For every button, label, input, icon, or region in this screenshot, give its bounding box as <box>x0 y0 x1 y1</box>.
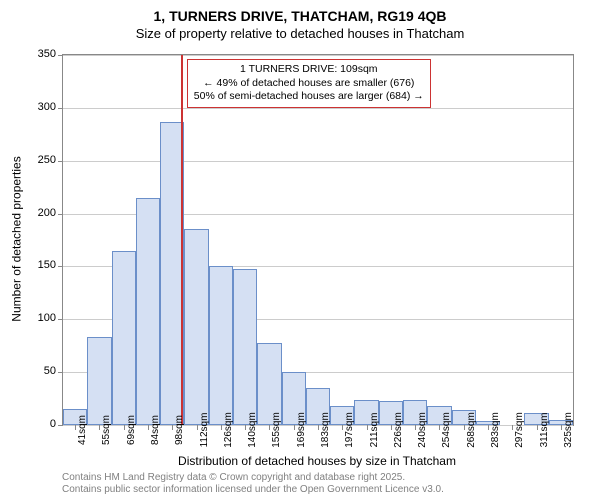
annotation-line-2: ← 49% of detached houses are smaller (67… <box>194 77 424 91</box>
x-tick-mark <box>197 425 198 430</box>
x-axis-label: Distribution of detached houses by size … <box>62 454 572 468</box>
y-tick-mark <box>58 266 63 267</box>
histogram-bar <box>184 229 208 425</box>
x-tick-label: 169sqm <box>296 412 307 448</box>
histogram-bar <box>112 251 136 425</box>
chart-title-sub: Size of property relative to detached ho… <box>0 26 600 41</box>
gridline <box>63 108 573 109</box>
x-tick-label: 155sqm <box>271 412 282 448</box>
x-tick-mark <box>415 425 416 430</box>
x-tick-mark <box>318 425 319 430</box>
y-tick-label: 300 <box>38 101 56 113</box>
x-tick-label: 268sqm <box>466 412 477 448</box>
chart-title-main: 1, TURNERS DRIVE, THATCHAM, RG19 4QB <box>0 8 600 24</box>
y-tick-label: 150 <box>38 259 56 271</box>
y-tick-label: 200 <box>38 207 56 219</box>
x-tick-mark <box>75 425 76 430</box>
x-tick-mark <box>148 425 149 430</box>
footer-line-1: Contains HM Land Registry data © Crown c… <box>62 472 444 484</box>
marker-line <box>181 55 183 425</box>
annotation-box: 1 TURNERS DRIVE: 109sqm← 49% of detached… <box>187 59 431 108</box>
x-tick-label: 311sqm <box>539 413 550 448</box>
histogram-bar <box>87 337 111 425</box>
chart-container: 1, TURNERS DRIVE, THATCHAM, RG19 4QB Siz… <box>0 0 600 500</box>
x-tick-mark <box>488 425 489 430</box>
x-tick-mark <box>464 425 465 430</box>
x-tick-mark <box>124 425 125 430</box>
x-tick-label: 297sqm <box>514 412 525 448</box>
x-tick-mark <box>367 425 368 430</box>
gridline <box>63 161 573 162</box>
x-tick-label: 126sqm <box>223 412 234 448</box>
x-tick-mark <box>245 425 246 430</box>
y-tick-mark <box>58 108 63 109</box>
x-tick-label: 325sqm <box>563 412 574 448</box>
x-tick-label: 112sqm <box>199 413 210 448</box>
gridline <box>63 55 573 56</box>
x-tick-mark <box>391 425 392 430</box>
x-tick-mark <box>561 425 562 430</box>
x-tick-label: 240sqm <box>417 412 428 448</box>
y-tick-label: 350 <box>38 48 56 60</box>
histogram-bar <box>136 198 160 425</box>
x-tick-label: 41sqm <box>77 415 88 445</box>
x-tick-label: 55sqm <box>101 415 112 445</box>
y-tick-label: 100 <box>38 312 56 324</box>
x-tick-label: 226sqm <box>393 412 404 448</box>
y-tick-label: 250 <box>38 154 56 166</box>
y-tick-label: 50 <box>44 365 56 377</box>
footer-line-2: Contains public sector information licen… <box>62 484 444 496</box>
x-tick-label: 69sqm <box>126 415 137 445</box>
x-tick-label: 211sqm <box>369 413 380 448</box>
histogram-bar <box>209 266 233 425</box>
x-tick-label: 183sqm <box>320 412 331 448</box>
x-tick-label: 283sqm <box>490 412 501 448</box>
y-tick-label: 0 <box>50 418 56 430</box>
x-tick-label: 84sqm <box>150 415 161 445</box>
x-tick-label: 254sqm <box>441 412 452 448</box>
x-tick-mark <box>221 425 222 430</box>
y-tick-mark <box>58 425 63 426</box>
histogram-bar <box>233 269 257 425</box>
x-tick-label: 98sqm <box>174 415 185 445</box>
annotation-line-3: 50% of semi-detached houses are larger (… <box>194 90 424 104</box>
y-tick-mark <box>58 55 63 56</box>
y-tick-mark <box>58 161 63 162</box>
y-tick-mark <box>58 214 63 215</box>
y-tick-mark <box>58 319 63 320</box>
x-tick-mark <box>294 425 295 430</box>
x-tick-label: 140sqm <box>247 412 258 448</box>
annotation-line-1: 1 TURNERS DRIVE: 109sqm <box>194 63 424 77</box>
x-tick-mark <box>537 425 538 430</box>
y-tick-mark <box>58 372 63 373</box>
x-tick-label: 197sqm <box>344 412 355 448</box>
plot-area: 1 TURNERS DRIVE: 109sqm← 49% of detached… <box>62 54 574 426</box>
y-axis-label: Number of detached properties <box>8 54 26 424</box>
footer-text: Contains HM Land Registry data © Crown c… <box>62 472 444 496</box>
